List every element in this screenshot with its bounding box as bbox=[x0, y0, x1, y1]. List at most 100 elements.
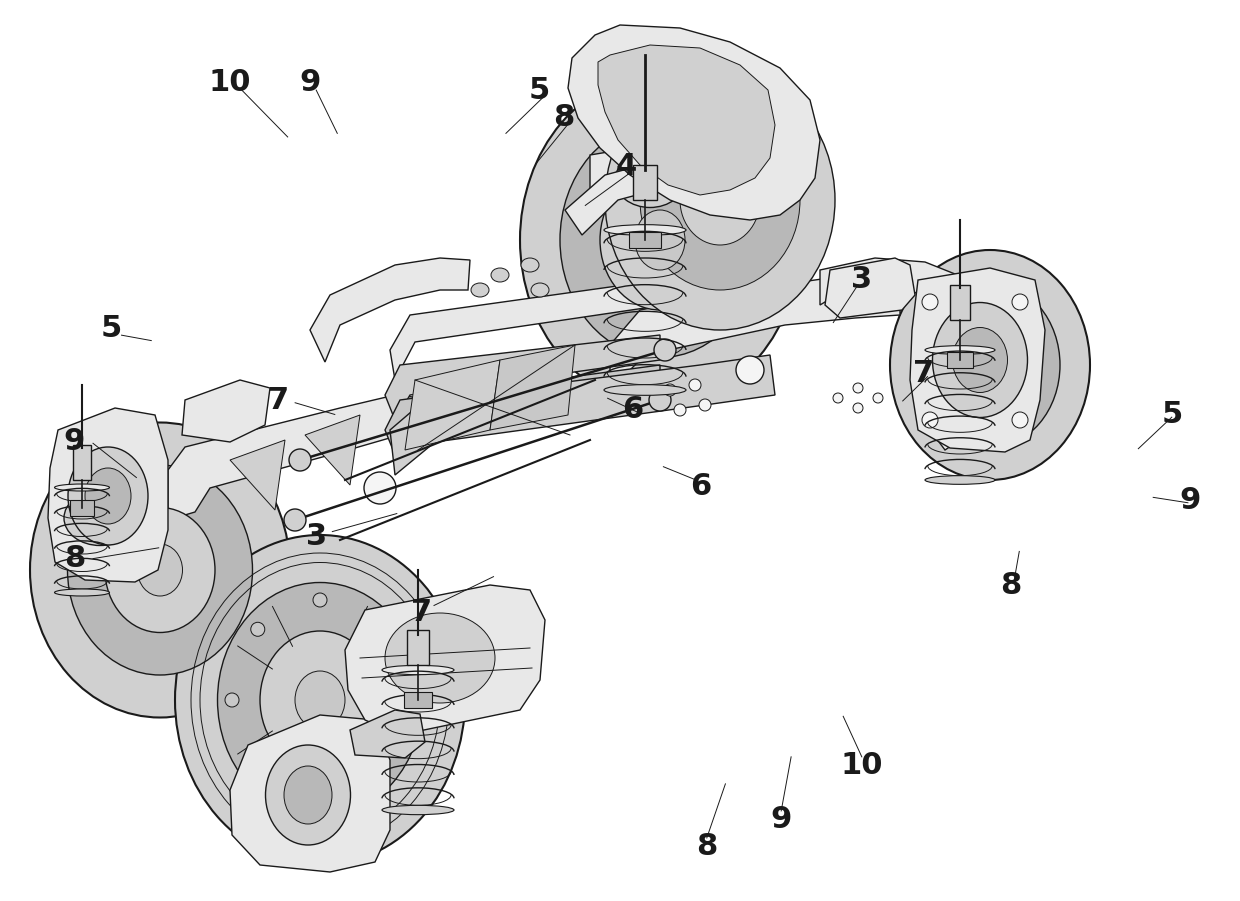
Ellipse shape bbox=[923, 412, 937, 428]
Ellipse shape bbox=[521, 258, 539, 272]
Ellipse shape bbox=[401, 693, 415, 707]
Ellipse shape bbox=[653, 339, 676, 361]
Ellipse shape bbox=[105, 507, 215, 633]
Text: 3: 3 bbox=[851, 265, 873, 294]
Polygon shape bbox=[565, 148, 800, 235]
Text: 4: 4 bbox=[615, 152, 637, 181]
Text: 9: 9 bbox=[63, 427, 86, 456]
Polygon shape bbox=[60, 470, 145, 565]
Ellipse shape bbox=[250, 623, 265, 636]
Polygon shape bbox=[73, 445, 91, 480]
Polygon shape bbox=[598, 45, 775, 195]
Ellipse shape bbox=[284, 509, 306, 531]
Polygon shape bbox=[167, 395, 440, 520]
Ellipse shape bbox=[853, 383, 863, 393]
Polygon shape bbox=[910, 268, 1045, 452]
Ellipse shape bbox=[68, 447, 148, 545]
Ellipse shape bbox=[675, 404, 686, 416]
Polygon shape bbox=[391, 355, 775, 475]
Text: 8: 8 bbox=[999, 571, 1022, 600]
Polygon shape bbox=[610, 275, 900, 400]
Polygon shape bbox=[48, 408, 167, 582]
Ellipse shape bbox=[853, 403, 863, 413]
Polygon shape bbox=[568, 25, 820, 220]
Ellipse shape bbox=[920, 283, 1060, 448]
Ellipse shape bbox=[890, 250, 1090, 480]
Polygon shape bbox=[345, 585, 546, 735]
Ellipse shape bbox=[365, 472, 396, 504]
Text: 5: 5 bbox=[528, 76, 551, 105]
Polygon shape bbox=[630, 232, 661, 248]
Ellipse shape bbox=[260, 631, 379, 769]
Polygon shape bbox=[947, 352, 973, 368]
Polygon shape bbox=[407, 630, 429, 665]
Polygon shape bbox=[310, 258, 470, 362]
Ellipse shape bbox=[947, 315, 1033, 415]
Polygon shape bbox=[825, 258, 915, 318]
Polygon shape bbox=[182, 380, 270, 442]
Ellipse shape bbox=[382, 805, 454, 815]
Ellipse shape bbox=[265, 745, 351, 845]
Ellipse shape bbox=[932, 303, 1028, 417]
Ellipse shape bbox=[224, 693, 239, 707]
Ellipse shape bbox=[376, 764, 389, 778]
Text: 8: 8 bbox=[696, 833, 718, 861]
Text: 6: 6 bbox=[621, 396, 644, 424]
Ellipse shape bbox=[952, 327, 1007, 393]
Ellipse shape bbox=[55, 484, 109, 491]
Ellipse shape bbox=[923, 294, 937, 310]
Ellipse shape bbox=[689, 379, 701, 391]
Ellipse shape bbox=[175, 535, 465, 865]
Polygon shape bbox=[950, 285, 970, 320]
Ellipse shape bbox=[312, 593, 327, 607]
Text: 9: 9 bbox=[1179, 486, 1202, 514]
Ellipse shape bbox=[925, 346, 994, 354]
Polygon shape bbox=[590, 140, 720, 225]
Text: 7: 7 bbox=[268, 387, 290, 415]
Text: 8: 8 bbox=[553, 103, 575, 132]
Ellipse shape bbox=[605, 70, 835, 330]
Ellipse shape bbox=[833, 393, 843, 403]
Ellipse shape bbox=[604, 224, 686, 235]
Text: 5: 5 bbox=[100, 314, 123, 343]
Ellipse shape bbox=[471, 283, 489, 297]
Ellipse shape bbox=[531, 283, 549, 297]
Ellipse shape bbox=[138, 544, 182, 596]
Ellipse shape bbox=[250, 764, 265, 778]
Ellipse shape bbox=[67, 465, 253, 675]
Ellipse shape bbox=[600, 170, 720, 310]
Text: 10: 10 bbox=[208, 68, 250, 97]
Polygon shape bbox=[350, 710, 425, 758]
Ellipse shape bbox=[680, 155, 760, 245]
Polygon shape bbox=[405, 360, 500, 450]
Ellipse shape bbox=[737, 356, 764, 384]
Ellipse shape bbox=[520, 75, 800, 405]
Ellipse shape bbox=[1012, 412, 1028, 428]
Ellipse shape bbox=[604, 385, 686, 396]
Polygon shape bbox=[632, 165, 657, 200]
Ellipse shape bbox=[1012, 294, 1028, 310]
Polygon shape bbox=[229, 715, 391, 872]
Ellipse shape bbox=[663, 384, 676, 396]
Polygon shape bbox=[71, 500, 94, 516]
Text: 10: 10 bbox=[841, 751, 883, 780]
Text: 9: 9 bbox=[770, 805, 792, 834]
Polygon shape bbox=[404, 692, 433, 708]
Polygon shape bbox=[490, 345, 575, 430]
Ellipse shape bbox=[312, 793, 327, 807]
Ellipse shape bbox=[649, 389, 671, 411]
Ellipse shape bbox=[560, 123, 760, 358]
Text: 7: 7 bbox=[410, 598, 433, 627]
Text: 6: 6 bbox=[689, 472, 712, 501]
Ellipse shape bbox=[30, 423, 290, 717]
Ellipse shape bbox=[972, 344, 1007, 386]
Ellipse shape bbox=[55, 589, 109, 596]
Ellipse shape bbox=[635, 210, 684, 270]
Ellipse shape bbox=[86, 468, 131, 524]
Ellipse shape bbox=[384, 613, 495, 703]
Ellipse shape bbox=[284, 766, 332, 824]
Ellipse shape bbox=[925, 476, 994, 485]
Ellipse shape bbox=[615, 152, 684, 207]
Polygon shape bbox=[229, 440, 285, 510]
Polygon shape bbox=[305, 415, 360, 485]
